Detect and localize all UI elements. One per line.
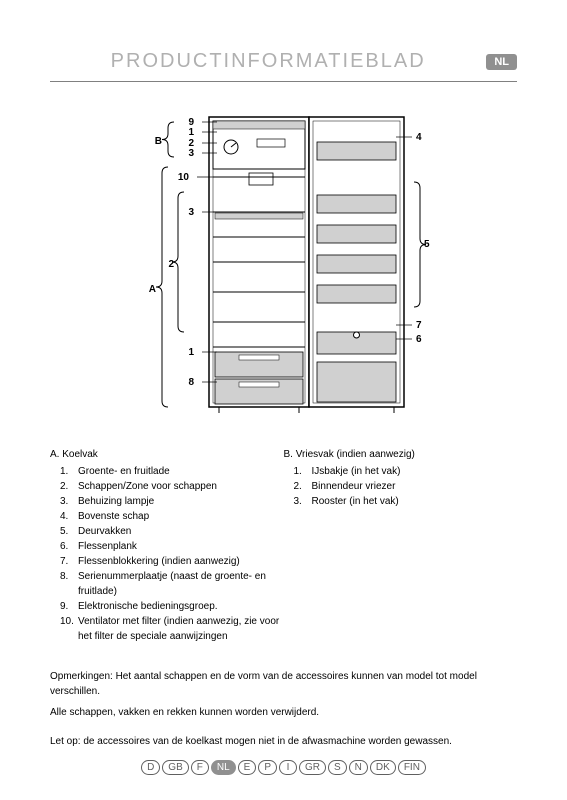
lang-option-p[interactable]: P [258, 760, 277, 775]
lang-option-s[interactable]: S [328, 760, 347, 775]
legend-item: 1.IJsbakje (in het vak) [294, 464, 518, 479]
language-badge: NL [486, 54, 517, 70]
legend-item: 3.Rooster (in het vak) [294, 494, 518, 509]
lang-option-d[interactable]: D [141, 760, 160, 775]
svg-text:7: 7 [416, 320, 422, 331]
svg-text:4: 4 [416, 132, 422, 143]
lang-option-nl[interactable]: NL [211, 760, 236, 775]
svg-text:2: 2 [168, 259, 174, 270]
svg-text:10: 10 [177, 172, 189, 183]
lang-option-i[interactable]: I [279, 760, 297, 775]
fridge-diagram: 912310318476B2A5 [134, 107, 434, 417]
legend-item: 8.Serienummerplaatje (naast de groente- … [60, 569, 284, 599]
legend-b-list: 1.IJsbakje (in het vak)2.Binnendeur vrie… [284, 464, 518, 509]
note-3: Let op: de accessoires van de koelkast m… [50, 734, 517, 749]
legend-b-head: B. Vriesvak (indien aanwezig) [284, 447, 518, 462]
legend-item: 5.Deurvakken [60, 524, 284, 539]
svg-text:1: 1 [188, 347, 194, 358]
svg-text:B: B [154, 136, 161, 147]
legend-item: 9.Elektronische bedieningsgroep. [60, 599, 284, 614]
legend-column-b: B. Vriesvak (indien aanwezig) 1.IJsbakje… [284, 447, 518, 644]
svg-text:3: 3 [188, 148, 194, 159]
svg-text:8: 8 [188, 377, 194, 388]
legend-item: 7.Flessenblokkering (indien aanwezig) [60, 554, 284, 569]
svg-text:A: A [148, 284, 155, 295]
legend-item: 6.Flessenplank [60, 539, 284, 554]
legend-item: 4.Bovenste schap [60, 509, 284, 524]
legend-item: 2.Binnendeur vriezer [294, 479, 518, 494]
footer-language-selector: DGBFNLEPIGRSNDKFIN [0, 760, 567, 775]
svg-text:6: 6 [416, 334, 422, 345]
lang-option-gb[interactable]: GB [162, 760, 188, 775]
lang-option-fin[interactable]: FIN [398, 760, 426, 775]
lang-option-dk[interactable]: DK [370, 760, 396, 775]
legend-a-list: 1.Groente- en fruitlade2.Schappen/Zone v… [50, 464, 284, 644]
lang-option-f[interactable]: F [191, 760, 209, 775]
lang-option-gr[interactable]: GR [299, 760, 326, 775]
legend-column-a: A. Koelvak 1.Groente- en fruitlade2.Scha… [50, 447, 284, 644]
legend: A. Koelvak 1.Groente- en fruitlade2.Scha… [50, 447, 517, 644]
note-1: Opmerkingen: Het aantal schappen en de v… [50, 669, 517, 699]
note-2: Alle schappen, vakken en rekken kunnen w… [50, 705, 517, 720]
svg-text:3: 3 [188, 207, 194, 218]
legend-item: 3.Behuizing lampje [60, 494, 284, 509]
legend-item: 2.Schappen/Zone voor schappen [60, 479, 284, 494]
lang-option-e[interactable]: E [238, 760, 257, 775]
page-header: PRODUCTINFORMATIEBLAD NL [50, 50, 517, 82]
legend-item: 10.Ventilator met filter (indien aanwezi… [60, 614, 284, 644]
svg-text:5: 5 [424, 239, 430, 250]
lang-option-n[interactable]: N [349, 760, 368, 775]
svg-text:1: 1 [188, 127, 194, 138]
diagram-container: 912310318476B2A5 [50, 107, 517, 422]
legend-a-head: A. Koelvak [50, 447, 284, 462]
legend-item: 1.Groente- en fruitlade [60, 464, 284, 479]
page-title: PRODUCTINFORMATIEBLAD [50, 50, 486, 73]
